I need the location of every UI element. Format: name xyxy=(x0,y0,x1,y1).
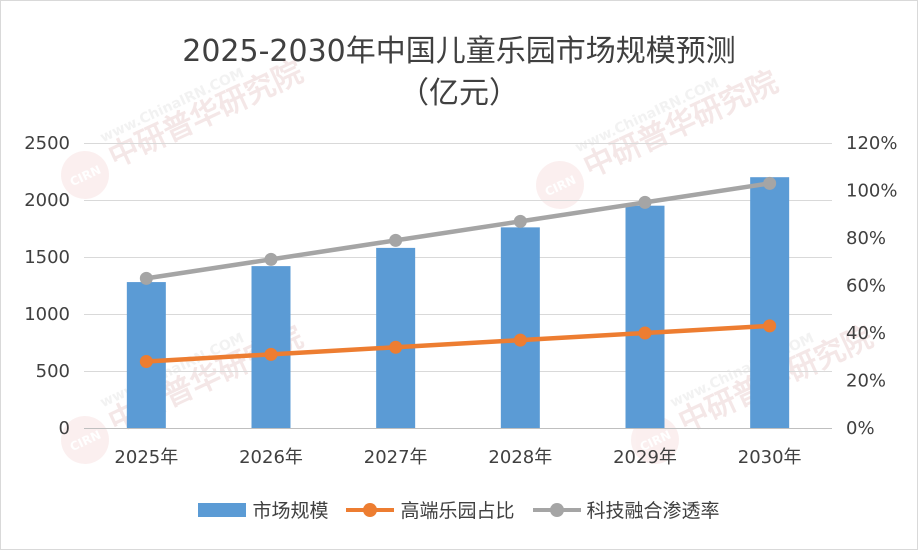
legend-item-high-end-share: 高端乐园占比 xyxy=(346,496,515,523)
legend-label: 市场规模 xyxy=(252,500,329,522)
y-left-tick-label: 0 xyxy=(59,418,70,439)
legend-item-market-size: 市场规模 xyxy=(198,496,328,523)
x-tick-label: 2025年 xyxy=(114,447,178,468)
y-right-tick-label: 20% xyxy=(846,371,886,392)
legend-bar-swatch xyxy=(198,502,247,517)
bar xyxy=(750,177,790,428)
line-point xyxy=(264,347,278,361)
line-point xyxy=(638,326,652,340)
legend-label: 高端乐园占比 xyxy=(400,500,515,522)
legend-line-swatch xyxy=(346,502,395,517)
series-line xyxy=(146,323,770,364)
bar xyxy=(625,205,665,428)
legend-item-tech-penetration: 科技融合渗透率 xyxy=(532,496,720,523)
x-tick-label: 2030年 xyxy=(738,447,802,468)
y-right-tick-label: 60% xyxy=(846,276,886,297)
y-left-tick-label: 1500 xyxy=(24,247,70,268)
chart-title: 2025-2030年中国儿童乐园市场规模预测 xyxy=(182,34,736,69)
line-point xyxy=(638,195,652,209)
y-right-tick-label: 0% xyxy=(846,418,875,439)
gridlines xyxy=(84,143,832,429)
line-point xyxy=(264,252,278,266)
y-left-tick-label: 2000 xyxy=(24,190,70,211)
y-left-tick-label: 500 xyxy=(36,361,70,382)
legend-label: 科技融合渗透率 xyxy=(586,500,720,522)
line-point xyxy=(139,271,153,285)
y-left-tick-label: 2500 xyxy=(24,133,70,154)
watermark-logo xyxy=(536,161,584,209)
line-series xyxy=(139,176,777,368)
series-line xyxy=(145,181,771,281)
line-point xyxy=(763,176,777,190)
x-tick-label: 2026年 xyxy=(239,447,303,468)
line-point xyxy=(763,319,777,333)
y-right-tick-label: 120% xyxy=(846,133,897,154)
line-point xyxy=(139,355,153,368)
y-right-tick-label: 80% xyxy=(846,228,886,249)
bar xyxy=(500,227,540,428)
axes: 0 500 1000 1500 2000 2500 0% 20% 40% 60% 80% 100% 12… xyxy=(24,133,897,468)
legend: 市场规模 高端乐园占比 科技融合渗透率 xyxy=(0,496,918,523)
y-right-tick-label: 100% xyxy=(846,181,897,202)
line-point xyxy=(389,233,403,247)
legend-line-swatch xyxy=(532,502,581,517)
x-tick-label: 2028年 xyxy=(488,447,552,468)
x-tick-label: 2027年 xyxy=(364,447,428,468)
line-point xyxy=(389,340,403,354)
bar xyxy=(251,266,291,428)
x-tick-label: 2029年 xyxy=(613,447,677,468)
line-point xyxy=(513,214,527,228)
y-right-tick-label: 40% xyxy=(846,323,886,344)
chart-subtitle: （亿元） xyxy=(399,76,519,111)
watermark-logo xyxy=(61,151,109,199)
line-point xyxy=(513,333,527,347)
bar xyxy=(376,247,416,428)
y-left-tick-label: 1000 xyxy=(24,304,70,325)
